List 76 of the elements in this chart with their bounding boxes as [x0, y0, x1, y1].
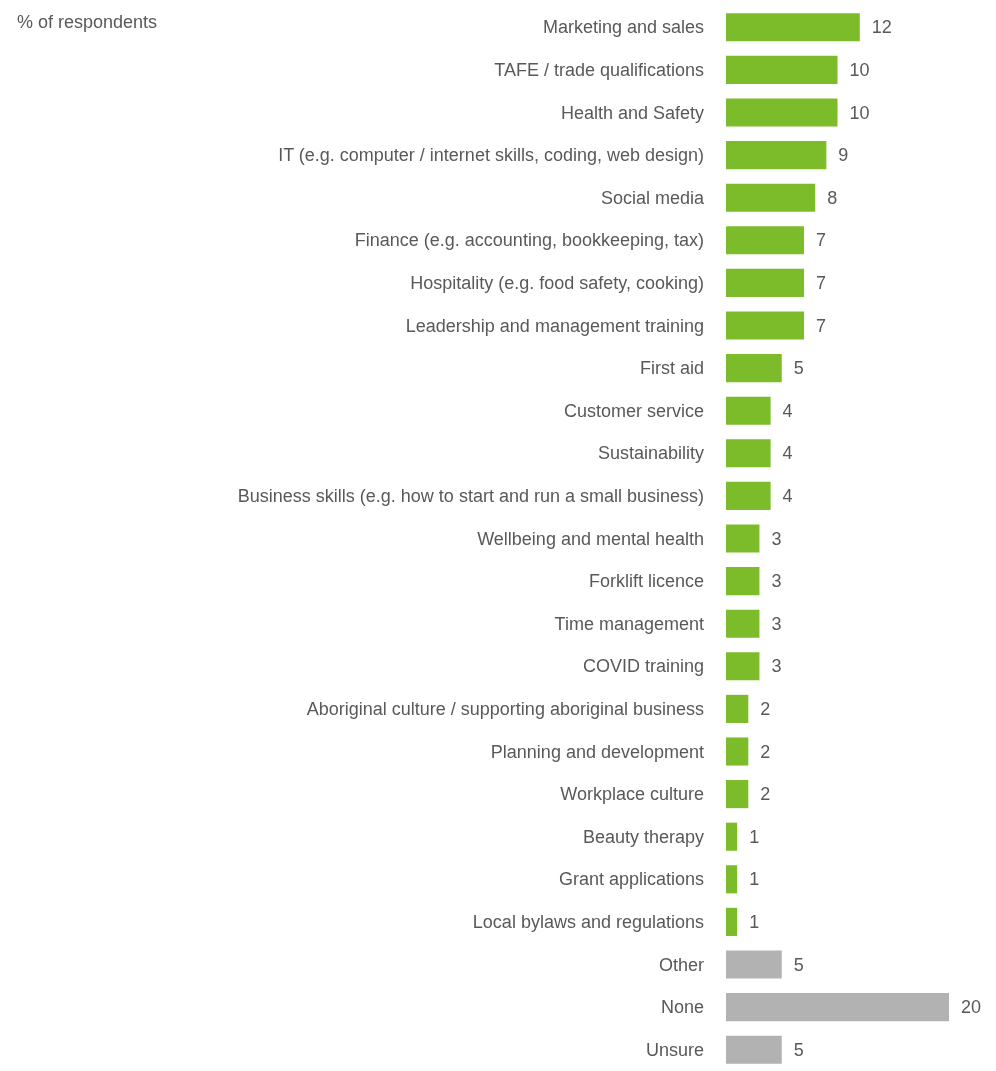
data-label: 3 — [771, 613, 782, 634]
bar — [726, 1035, 782, 1064]
y-tick-label: Aboriginal culture / supporting aboriginal business — [306, 698, 704, 719]
bar — [726, 907, 738, 936]
y-tick-label: Unsure — [645, 1039, 704, 1060]
data-label: 7 — [816, 272, 827, 293]
bar — [726, 481, 771, 510]
data-label: 3 — [771, 656, 782, 677]
data-label: 20 — [961, 997, 982, 1018]
bar — [726, 396, 771, 425]
data-label: 2 — [760, 784, 771, 805]
data-label: 7 — [816, 315, 827, 336]
y-tick-label: Health and Safety — [560, 102, 704, 123]
bar — [726, 226, 805, 255]
bar — [726, 354, 782, 383]
bar — [726, 98, 838, 127]
y-tick-label: First aid — [639, 358, 704, 379]
bar — [726, 780, 749, 809]
bar — [726, 737, 749, 766]
y-tick-label: Social media — [600, 187, 705, 208]
y-tick-label: Planning and development — [490, 741, 704, 762]
bar — [726, 865, 738, 894]
y-tick-label: Workplace culture — [560, 784, 704, 805]
y-tick-label: Wellbeing and mental health — [477, 528, 704, 549]
data-label: 12 — [871, 17, 892, 38]
y-tick-label: Forklift licence — [588, 571, 704, 592]
y-tick-label: IT (e.g. computer / internet skills, coding, web design) — [278, 145, 704, 166]
bar — [726, 268, 805, 297]
y-tick-label: Grant applications — [558, 869, 704, 890]
bar — [726, 822, 738, 851]
data-label: 1 — [749, 826, 760, 847]
y-tick-label: Local bylaws and regulations — [472, 911, 704, 932]
data-label: 7 — [816, 230, 827, 251]
text: % of respondents — [17, 12, 158, 32]
data-label: 3 — [771, 571, 782, 592]
data-label: 4 — [782, 485, 793, 506]
data-label: 1 — [749, 911, 760, 932]
data-label: 9 — [838, 145, 849, 166]
y-tick-label: Finance (e.g. accounting, bookkeeping, tax) — [354, 230, 704, 251]
bar — [726, 439, 771, 468]
y-tick-label: None — [660, 997, 704, 1018]
data-label: 4 — [782, 443, 793, 464]
bar — [726, 524, 760, 553]
bar — [726, 311, 805, 340]
y-tick-label: Hospitality (e.g. food safety, cooking) — [410, 272, 704, 293]
bar — [726, 950, 782, 979]
bar — [726, 55, 838, 84]
bar — [726, 993, 949, 1022]
data-label: 2 — [760, 698, 771, 719]
bar — [726, 141, 827, 170]
y-tick-label: TAFE / trade qualifications — [494, 59, 704, 80]
bar — [726, 652, 760, 681]
y-tick-label: Beauty therapy — [582, 826, 704, 847]
y-tick-label: COVID training — [582, 656, 704, 677]
data-label: 3 — [771, 528, 782, 549]
bar — [726, 183, 816, 212]
data-label: 10 — [849, 59, 870, 80]
data-label: 5 — [793, 954, 804, 975]
data-label: 5 — [793, 1039, 804, 1060]
bar — [726, 694, 749, 723]
y-tick-label: Business skills (e.g. how to start and run a small business) — [237, 485, 704, 506]
bar — [726, 567, 760, 596]
data-label: 8 — [827, 187, 838, 208]
y-tick-label: Sustainability — [597, 443, 704, 464]
data-label: 1 — [749, 869, 760, 890]
y-tick-label: Other — [658, 954, 704, 975]
bar — [726, 609, 760, 638]
y-tick-label: Time management — [554, 613, 704, 634]
y-tick-label: Marketing and sales — [542, 17, 704, 38]
data-label: 10 — [849, 102, 870, 123]
data-label: 2 — [760, 741, 771, 762]
bar — [726, 13, 860, 42]
data-label: 4 — [782, 400, 793, 421]
y-tick-label: Customer service — [563, 400, 704, 421]
data-label: 5 — [793, 358, 804, 379]
y-tick-label: Leadership and management training — [405, 315, 704, 336]
